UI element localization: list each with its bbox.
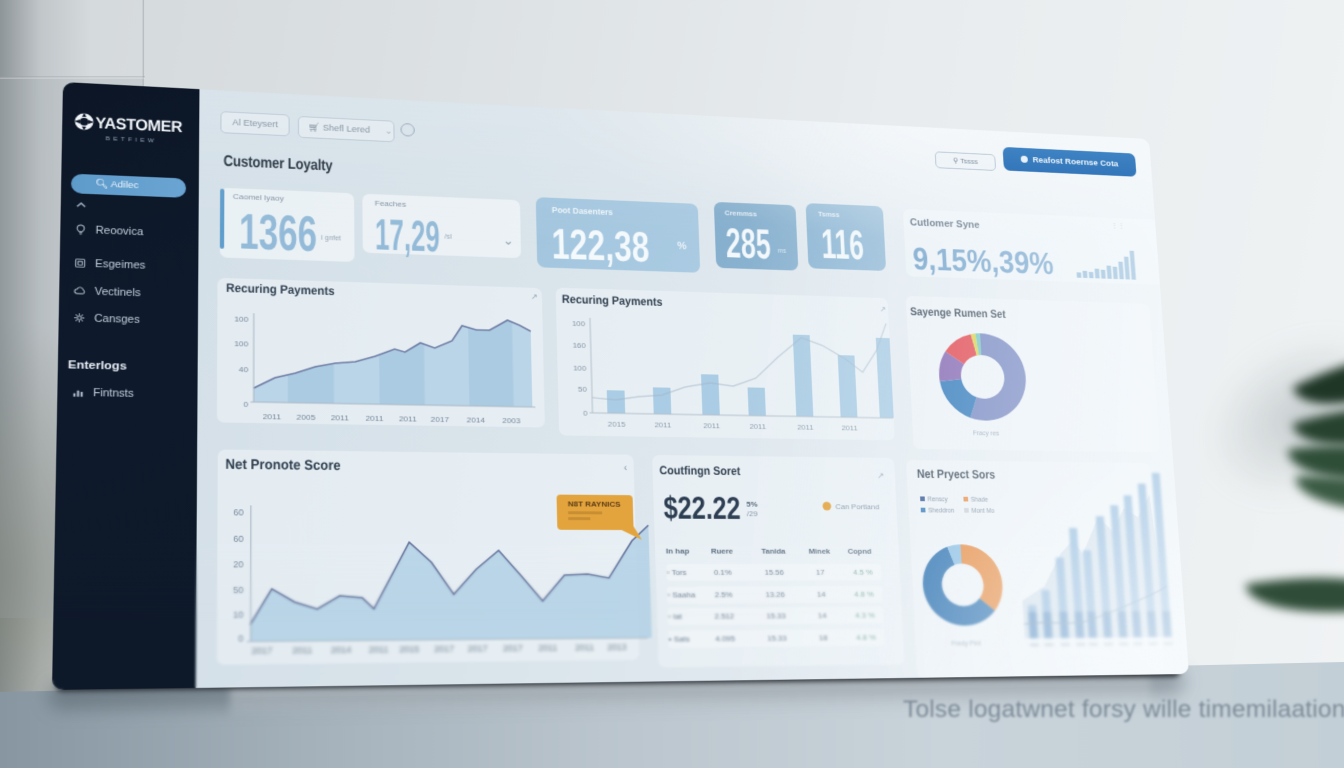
svg-text:Shade: Shade xyxy=(971,497,989,503)
svg-text:↗: ↗ xyxy=(880,305,887,313)
svg-text:2011: 2011 xyxy=(797,423,814,431)
svg-text:Mont Mo: Mont Mo xyxy=(971,508,995,514)
svg-text:2011: 2011 xyxy=(703,422,720,431)
svg-text:2011: 2011 xyxy=(841,424,858,432)
svg-text:2005: 2005 xyxy=(297,413,316,422)
svg-text:2011: 2011 xyxy=(749,422,766,430)
svg-text:60: 60 xyxy=(233,508,243,518)
svg-text:YASTOMER: YASTOMER xyxy=(95,114,183,136)
svg-text:/29: /29 xyxy=(747,510,758,518)
svg-text:2015: 2015 xyxy=(608,420,626,429)
svg-text:‹: ‹ xyxy=(624,463,628,473)
svg-text:5%: 5% xyxy=(746,500,758,508)
svg-text:2011: 2011 xyxy=(399,415,417,424)
svg-text:Renscy: Renscy xyxy=(927,497,948,503)
svg-text:2011: 2011 xyxy=(331,414,350,423)
svg-text:50: 50 xyxy=(578,385,587,394)
svg-text:0: 0 xyxy=(583,409,588,417)
svg-text:100: 100 xyxy=(572,319,586,328)
svg-text:40: 40 xyxy=(239,365,249,374)
svg-text:0: 0 xyxy=(243,400,248,409)
svg-text:2003: 2003 xyxy=(502,416,521,425)
svg-text:2017: 2017 xyxy=(431,415,450,424)
svg-text:↗: ↗ xyxy=(531,293,538,301)
svg-text:100: 100 xyxy=(573,364,587,373)
svg-text:$22.22: $22.22 xyxy=(663,491,741,526)
svg-text:↗: ↗ xyxy=(877,471,884,480)
svg-text:2011: 2011 xyxy=(263,412,282,421)
svg-text:N8T RAYNICS: N8T RAYNICS xyxy=(568,500,621,509)
svg-text:Can Portland: Can Portland xyxy=(835,503,880,512)
svg-text:100: 100 xyxy=(234,339,249,348)
svg-text:2011: 2011 xyxy=(365,414,383,423)
svg-text:100: 100 xyxy=(234,315,249,324)
svg-text:2014: 2014 xyxy=(467,416,486,425)
svg-text:160: 160 xyxy=(572,341,586,350)
svg-text:Fracy res: Fracy res xyxy=(973,429,1000,437)
svg-text:2011: 2011 xyxy=(654,421,671,430)
svg-text:Sheddron: Sheddron xyxy=(928,508,955,515)
